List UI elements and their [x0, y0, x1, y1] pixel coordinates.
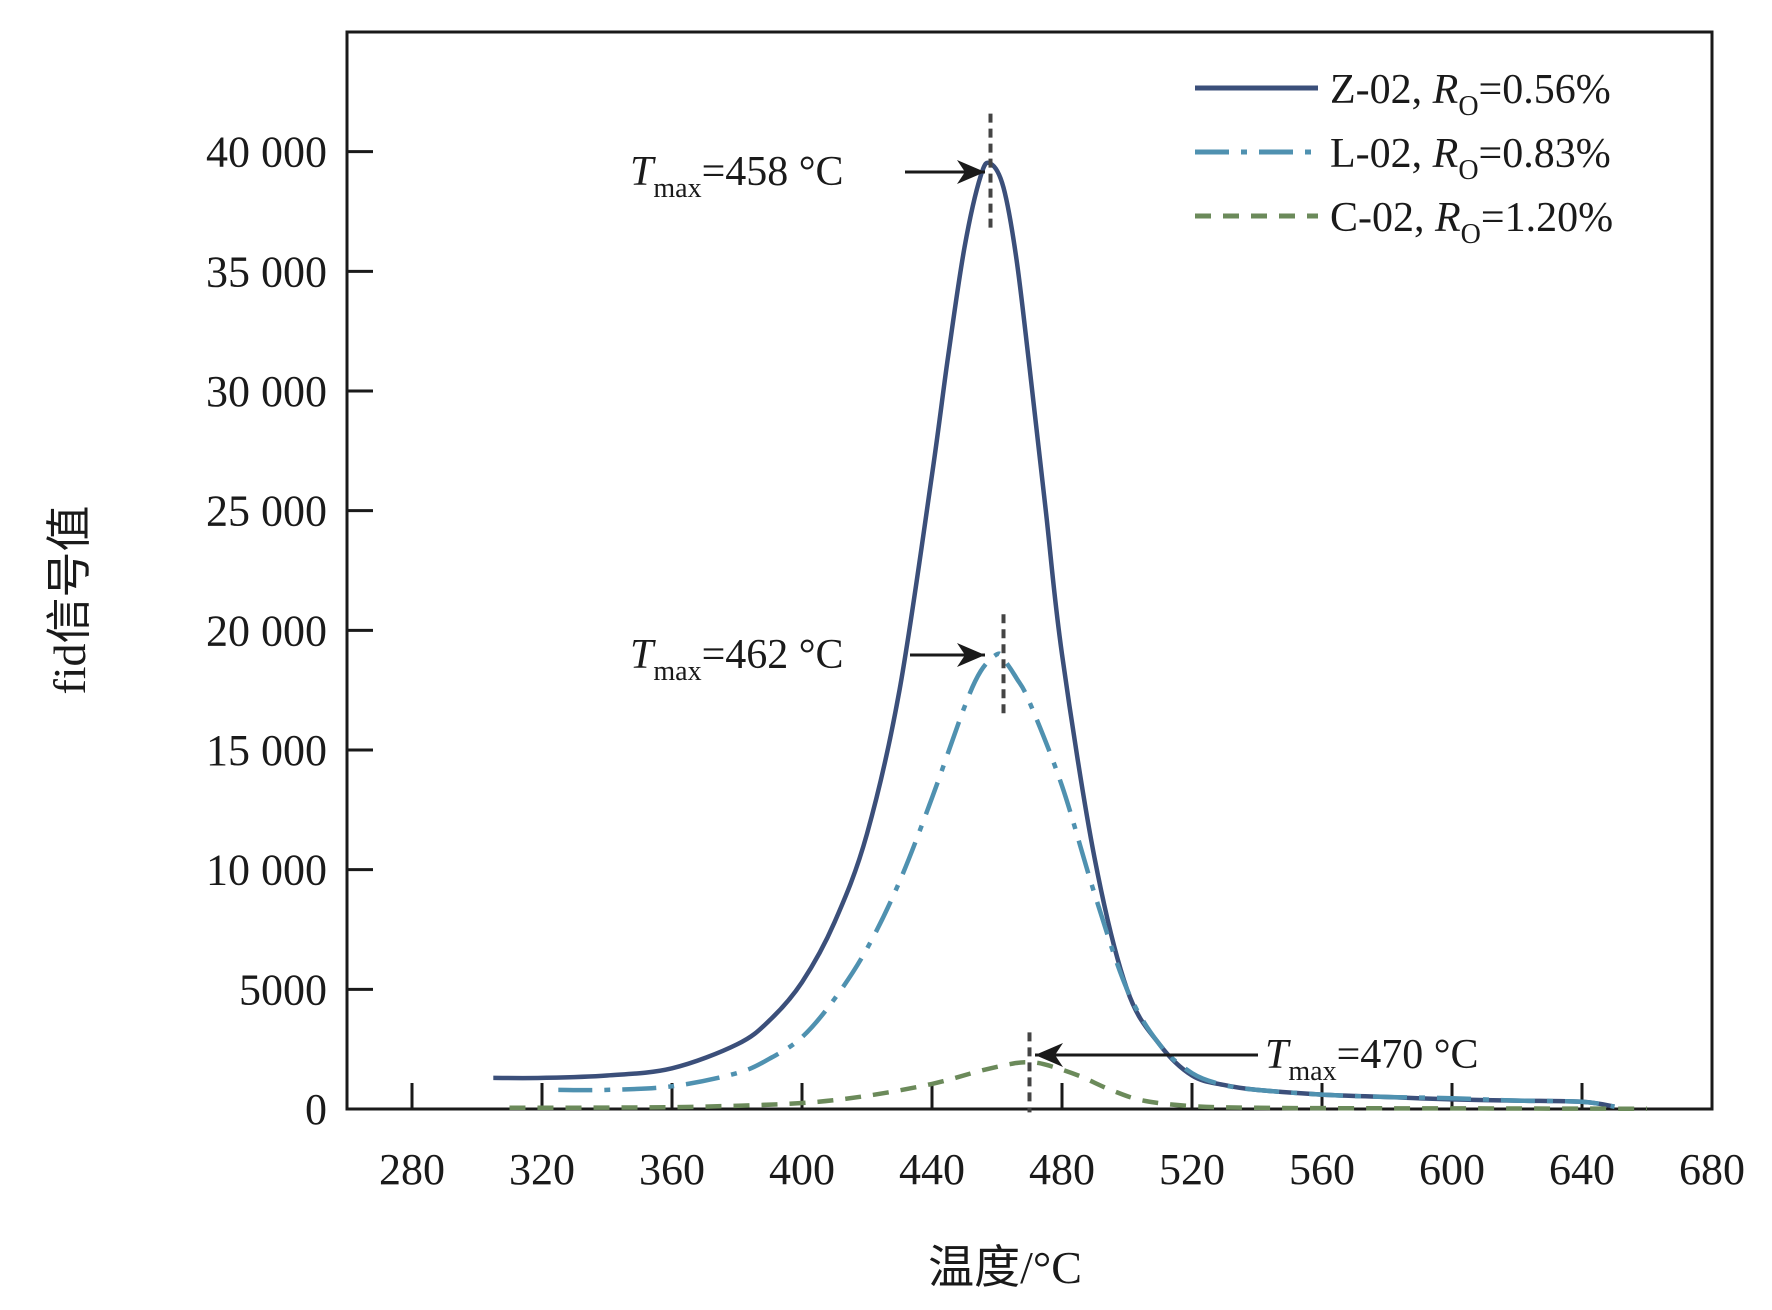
y-tick-label: 0: [305, 1085, 327, 1134]
x-tick-label: 560: [1289, 1145, 1355, 1194]
x-tick-label: 280: [379, 1145, 445, 1194]
tmax-label: Tmax=462 °C: [630, 632, 844, 687]
x-tick-label: 320: [509, 1145, 575, 1194]
y-tick-label: 30 000: [206, 367, 327, 416]
annotation-arrow-head: [1035, 1043, 1063, 1067]
series-line-z-02: [493, 160, 1615, 1109]
series-line-l-02: [558, 651, 1615, 1109]
x-tick-label: 640: [1549, 1145, 1615, 1194]
axis-ticks: 280 320 360 400 440 480 520 560 600 640 680 0 5000 10…: [206, 128, 1745, 1194]
y-tick-label: 15 000: [206, 726, 327, 775]
x-tick-label: 680: [1679, 1145, 1745, 1194]
y-tick-label: 40 000: [206, 128, 327, 177]
y-tick-label: 35 000: [206, 247, 327, 296]
annotation-arrow-head: [957, 160, 985, 184]
legend: Z-02, RO=0.56% L-02, RO=0.83% C-02, RO=1.2…: [1195, 67, 1613, 250]
y-tick-label: 25 000: [206, 487, 327, 536]
tmax-label: Tmax=458 °C: [630, 149, 844, 204]
y-tick-label: 10 000: [206, 846, 327, 895]
tmax-label: Tmax=470 °C: [1265, 1032, 1479, 1087]
legend-label: Z-02, RO=0.56%: [1330, 67, 1611, 122]
y-tick-label: 20 000: [206, 606, 327, 655]
x-axis-title: 温度/°C: [928, 1242, 1082, 1293]
legend-label: C-02, RO=1.20%: [1330, 195, 1613, 250]
annotation-arrow-head: [957, 643, 985, 667]
x-tick-label: 360: [639, 1145, 705, 1194]
series-line-c-02: [509, 1059, 1648, 1112]
plot-frame: [345, 30, 1714, 1111]
x-tick-label: 400: [769, 1145, 835, 1194]
tmax-annotations: Tmax=458 °C Tmax=462 °C Tmax=470 °C: [630, 113, 1479, 1113]
x-tick-label: 480: [1029, 1145, 1095, 1194]
legend-label: L-02, RO=0.83%: [1330, 131, 1611, 186]
x-tick-label: 600: [1419, 1145, 1485, 1194]
x-tick-label: 440: [899, 1145, 965, 1194]
y-axis-title: fid信号值: [44, 505, 95, 694]
series-lines: [493, 160, 1648, 1112]
y-tick-label: 5000: [239, 965, 327, 1014]
x-tick-label: 520: [1159, 1145, 1225, 1194]
